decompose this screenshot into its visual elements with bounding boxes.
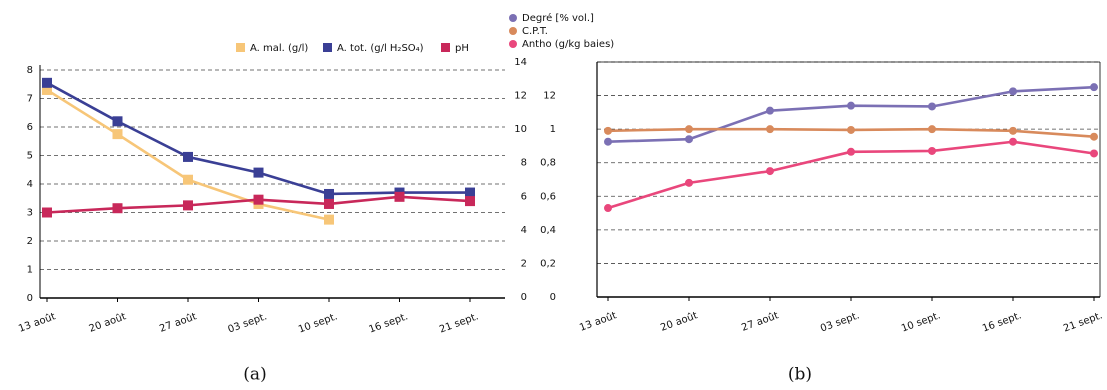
legend-label: Antho (g/kg baies) bbox=[522, 39, 614, 50]
legend-swatch bbox=[509, 14, 517, 22]
y2-tick-label: 1 bbox=[550, 124, 556, 135]
y-tick-label: 8 bbox=[27, 65, 33, 76]
point bbox=[928, 146, 936, 155]
point bbox=[604, 126, 612, 135]
point bbox=[112, 116, 123, 127]
y2-tick-label: 12 bbox=[543, 91, 556, 102]
x-tick-label: 13 août bbox=[17, 310, 57, 334]
point bbox=[928, 125, 936, 134]
y-tick-label: 6 bbox=[27, 122, 33, 133]
point bbox=[112, 129, 123, 140]
point bbox=[465, 187, 475, 198]
y-tick-label: 6 bbox=[521, 191, 527, 202]
point bbox=[847, 125, 855, 134]
x-tick-label: 27 août bbox=[158, 310, 198, 334]
y-tick-label: 0 bbox=[27, 293, 33, 304]
point bbox=[685, 178, 693, 187]
point bbox=[766, 106, 774, 115]
point bbox=[1009, 126, 1017, 135]
y2-tick-label: 0,8 bbox=[540, 158, 556, 169]
x-tick-label: 21 sept. bbox=[1062, 310, 1104, 334]
caption: (b) bbox=[788, 365, 812, 385]
point bbox=[685, 125, 693, 134]
point bbox=[42, 207, 52, 218]
y-tick-label: 1 bbox=[27, 265, 33, 276]
y-tick-label: 5 bbox=[27, 151, 33, 162]
legend-label: pH bbox=[455, 43, 469, 54]
y-tick-label: 14 bbox=[514, 57, 527, 68]
point bbox=[42, 77, 52, 88]
legend-label: C.P.T. bbox=[522, 26, 548, 37]
y-tick-label: 2 bbox=[27, 236, 33, 247]
y-tick-label: 3 bbox=[27, 208, 33, 219]
y-tick-label: 4 bbox=[27, 179, 33, 190]
y-tick-label: 2 bbox=[521, 258, 527, 269]
y2-tick-label: 0,2 bbox=[540, 258, 556, 269]
y-tick-label: 4 bbox=[521, 225, 527, 236]
point bbox=[847, 147, 855, 156]
point bbox=[42, 84, 52, 95]
point bbox=[1090, 132, 1098, 141]
point bbox=[394, 191, 405, 202]
point bbox=[324, 198, 334, 209]
y-tick-label: 8 bbox=[521, 158, 527, 169]
legend-swatch bbox=[323, 43, 332, 52]
point bbox=[604, 137, 612, 146]
x-tick-label: 13 août bbox=[578, 309, 618, 333]
y-tick-label: 7 bbox=[27, 94, 33, 105]
x-tick-label: 27 août bbox=[740, 309, 780, 333]
x-tick-label: 10 sept. bbox=[900, 310, 942, 334]
legend-label: A. tot. (g/l H₂SO₄) bbox=[337, 43, 424, 54]
x-tick-label: 03 sept. bbox=[227, 311, 269, 335]
legend-swatch bbox=[509, 27, 517, 35]
legend-swatch bbox=[441, 43, 450, 52]
point bbox=[1090, 83, 1098, 92]
point bbox=[604, 204, 612, 213]
point bbox=[1009, 137, 1017, 146]
caption: (a) bbox=[243, 365, 266, 385]
point bbox=[253, 194, 264, 205]
point bbox=[766, 167, 774, 176]
point bbox=[465, 196, 475, 207]
x-tick-label: 21 sept. bbox=[438, 311, 480, 335]
y-tick-label: 12 bbox=[514, 91, 527, 102]
point bbox=[253, 167, 264, 178]
point bbox=[847, 101, 855, 110]
x-tick-label: 20 août bbox=[659, 309, 699, 333]
legend-swatch bbox=[509, 40, 517, 48]
legend-label: Degré [% vol.] bbox=[522, 12, 594, 24]
x-tick-label: 16 sept. bbox=[368, 311, 410, 335]
point bbox=[1090, 149, 1098, 158]
point bbox=[112, 203, 123, 214]
legend-label: A. mal. (g/l) bbox=[250, 43, 308, 54]
point bbox=[928, 102, 936, 111]
point bbox=[183, 151, 193, 162]
point bbox=[183, 174, 193, 185]
point bbox=[685, 135, 693, 144]
y2-tick-label: 0,6 bbox=[540, 191, 556, 202]
point bbox=[1009, 87, 1017, 96]
point bbox=[324, 188, 334, 199]
x-tick-label: 03 sept. bbox=[819, 310, 861, 334]
y2-tick-label: 0 bbox=[550, 292, 556, 303]
y-tick-label: 0 bbox=[521, 292, 527, 303]
point bbox=[183, 200, 193, 211]
x-tick-label: 20 août bbox=[87, 310, 127, 334]
point bbox=[766, 125, 774, 134]
y-tick-label: 10 bbox=[514, 124, 527, 135]
legend-swatch bbox=[236, 43, 245, 52]
x-tick-label: 10 sept. bbox=[297, 311, 339, 335]
y2-tick-label: 0,4 bbox=[540, 225, 556, 236]
point bbox=[324, 214, 334, 225]
x-tick-label: 16 sept. bbox=[981, 310, 1023, 334]
